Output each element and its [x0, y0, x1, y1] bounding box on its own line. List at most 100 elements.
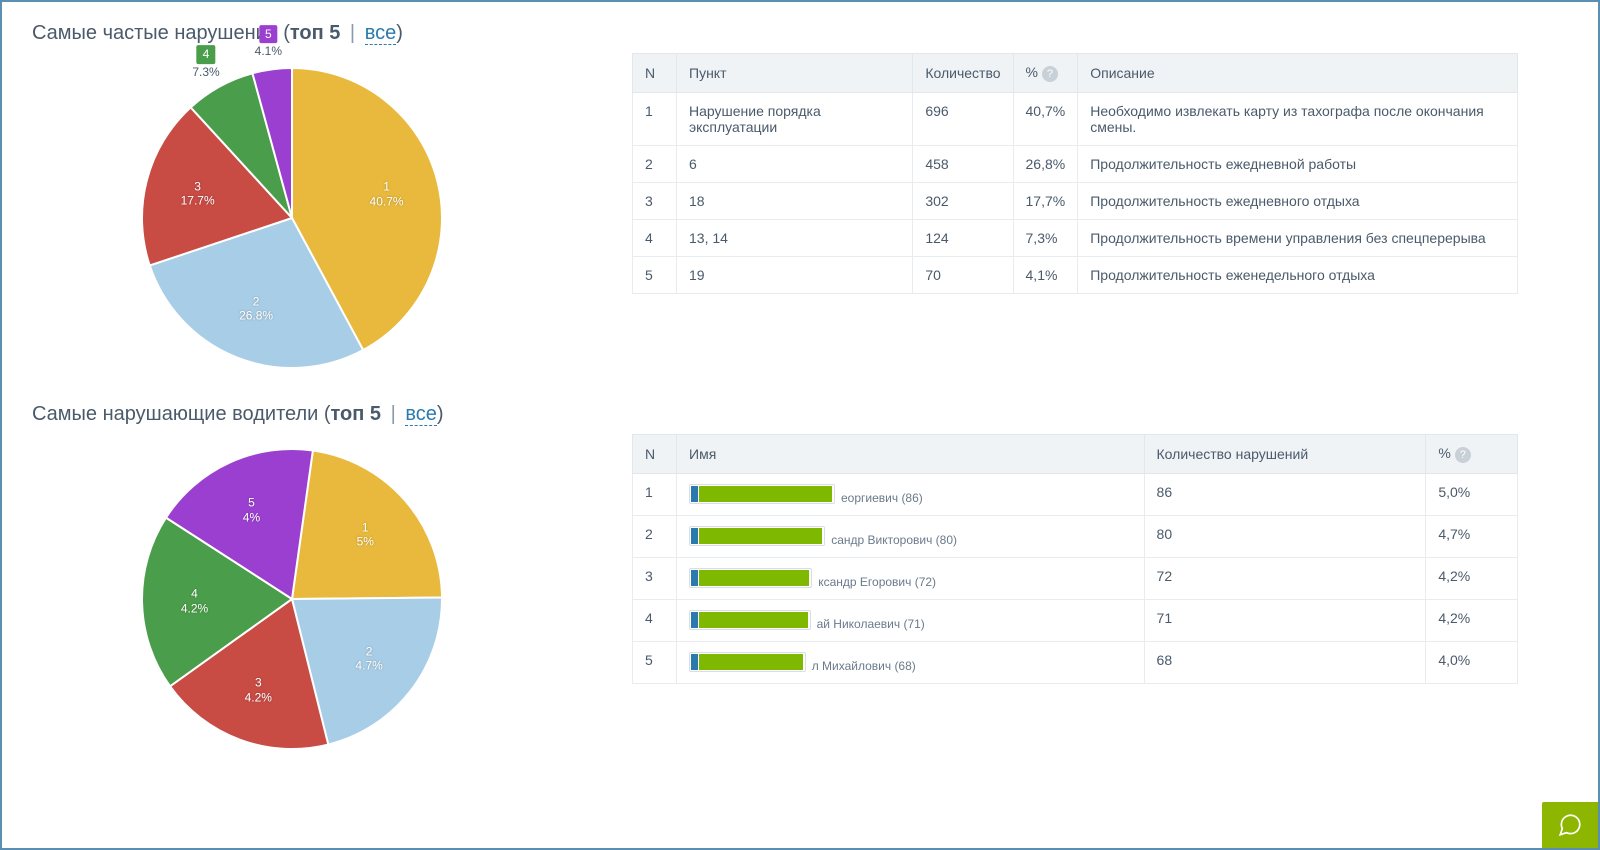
- cell-pct: 4,2%: [1426, 558, 1518, 600]
- drivers-pie-chart: 15%24.7%34.2%44.2%54%: [112, 434, 472, 764]
- chat-icon: [1557, 812, 1583, 838]
- pie-slice-1[interactable]: [292, 450, 442, 599]
- drivers-table: NИмяКоличество нарушений%? 1 еоргиевич (8…: [632, 434, 1518, 684]
- cell-n: 4: [633, 600, 677, 642]
- table-row: 519704,1%Продолжительность еженедельного…: [633, 257, 1518, 294]
- drivers-title: Самые нарушающие водители (топ 5 | все): [32, 403, 1568, 426]
- help-icon[interactable]: ?: [1042, 66, 1058, 82]
- cell-name: л Михайлович (68): [677, 642, 1145, 684]
- cell-count: 302: [913, 183, 1013, 220]
- cell-n: 5: [633, 257, 677, 294]
- cell-count: 70: [913, 257, 1013, 294]
- table-row: 31830217,7%Продолжительность ежедневного…: [633, 183, 1518, 220]
- driver-bar: [689, 652, 806, 672]
- cell-punkt: 6: [677, 146, 913, 183]
- table-row: 1Нарушение порядка эксплуатации69640,7%Н…: [633, 93, 1518, 146]
- col-header: Пункт: [677, 54, 913, 93]
- driver-name-tail: сандр Викторович (80): [831, 533, 957, 547]
- cell-desc: Необходимо извлекать карту из тахографа …: [1078, 93, 1518, 146]
- cell-count: 72: [1144, 558, 1426, 600]
- cell-n: 2: [633, 146, 677, 183]
- help-icon[interactable]: ?: [1455, 447, 1471, 463]
- col-header: %?: [1426, 435, 1518, 474]
- cell-n: 1: [633, 474, 677, 516]
- driver-bar: [689, 526, 825, 546]
- col-header: Имя: [677, 435, 1145, 474]
- cell-pct: 17,7%: [1013, 183, 1078, 220]
- bar-segment: [699, 654, 803, 670]
- bar-segment: [699, 612, 808, 628]
- col-header: N: [633, 435, 677, 474]
- col-header: Описание: [1078, 54, 1518, 93]
- table-row: 4ай Николаевич (71)714,2%: [633, 600, 1518, 642]
- driver-name-tail: л Михайлович (68): [812, 659, 916, 673]
- title-suffix: ): [396, 22, 403, 44]
- violations-pie-chart: 140.7%226.8%317.7%47.3%54.1%: [112, 53, 472, 383]
- driver-name-tail: ай Николаевич (71): [817, 617, 925, 631]
- cell-n: 5: [633, 642, 677, 684]
- top5-label: топ 5: [290, 22, 341, 44]
- driver-bar: [689, 610, 811, 630]
- cell-pct: 4,2%: [1426, 600, 1518, 642]
- col-header: Количество нарушений: [1144, 435, 1426, 474]
- bar-segment: [691, 528, 698, 544]
- cell-n: 3: [633, 183, 677, 220]
- cell-n: 4: [633, 220, 677, 257]
- cell-punkt: 19: [677, 257, 913, 294]
- bar-segment: [691, 486, 698, 502]
- cell-name: ксандр Егорович (72): [677, 558, 1145, 600]
- table-row: 3 ксандр Егорович (72) 724,2%: [633, 558, 1518, 600]
- bar-segment: [691, 570, 698, 586]
- violations-chart-col: 140.7%226.8%317.7%47.3%54.1%: [32, 53, 552, 383]
- driver-bar: [689, 484, 835, 504]
- driver-name-tail: еоргиевич (86): [841, 491, 923, 505]
- table-row: 5 л Михайлович (68) 684,0%: [633, 642, 1518, 684]
- cell-name: ай Николаевич (71): [677, 600, 1145, 642]
- col-header: %?: [1013, 54, 1078, 93]
- show-all-link[interactable]: все: [365, 22, 397, 45]
- bar-segment: [691, 654, 698, 670]
- title-divider: |: [344, 22, 360, 44]
- title-suffix: ): [437, 403, 444, 425]
- title-text: Самые частые нарушения (: [32, 22, 290, 44]
- cell-count: 68: [1144, 642, 1426, 684]
- driver-name-tail: ксандр Егорович (72): [818, 575, 936, 589]
- chat-button[interactable]: [1542, 802, 1598, 848]
- col-header: Количество: [913, 54, 1013, 93]
- cell-n: 1: [633, 93, 677, 146]
- cell-pct: 26,8%: [1013, 146, 1078, 183]
- bar-segment: [691, 612, 698, 628]
- bar-segment: [699, 570, 809, 586]
- cell-pct: 4,7%: [1426, 516, 1518, 558]
- cell-punkt: Нарушение порядка эксплуатации: [677, 93, 913, 146]
- cell-desc: Продолжительность времени управления без…: [1078, 220, 1518, 257]
- cell-pct: 4,0%: [1426, 642, 1518, 684]
- top5-label: топ 5: [331, 403, 382, 425]
- cell-desc: Продолжительность ежедневного отдыха: [1078, 183, 1518, 220]
- cell-pct: 5,0%: [1426, 474, 1518, 516]
- cell-desc: Продолжительность ежедневной работы: [1078, 146, 1518, 183]
- cell-punkt: 13, 14: [677, 220, 913, 257]
- drivers-chart-col: 15%24.7%34.2%44.2%54%: [32, 434, 552, 764]
- bar-segment: [699, 486, 832, 502]
- cell-n: 3: [633, 558, 677, 600]
- cell-punkt: 18: [677, 183, 913, 220]
- cell-count: 458: [913, 146, 1013, 183]
- title-divider: |: [385, 403, 401, 425]
- violations-title: Самые частые нарушения (топ 5 | все): [32, 22, 1568, 45]
- table-row: 413, 141247,3%Продолжительность времени …: [633, 220, 1518, 257]
- driver-bar: [689, 568, 812, 588]
- cell-pct: 40,7%: [1013, 93, 1078, 146]
- cell-name: еоргиевич (86): [677, 474, 1145, 516]
- table-row: 2645826,8%Продолжительность ежедневной р…: [633, 146, 1518, 183]
- cell-pct: 4,1%: [1013, 257, 1078, 294]
- cell-count: 86: [1144, 474, 1426, 516]
- table-row: 2сандр Викторович (80)804,7%: [633, 516, 1518, 558]
- cell-n: 2: [633, 516, 677, 558]
- violations-table: NПунктКоличество%?Описание 1Нарушение по…: [632, 53, 1518, 294]
- show-all-link[interactable]: все: [405, 403, 437, 426]
- drivers-section: Самые нарушающие водители (топ 5 | все) …: [2, 383, 1598, 764]
- cell-count: 696: [913, 93, 1013, 146]
- cell-name: сандр Викторович (80): [677, 516, 1145, 558]
- cell-pct: 7,3%: [1013, 220, 1078, 257]
